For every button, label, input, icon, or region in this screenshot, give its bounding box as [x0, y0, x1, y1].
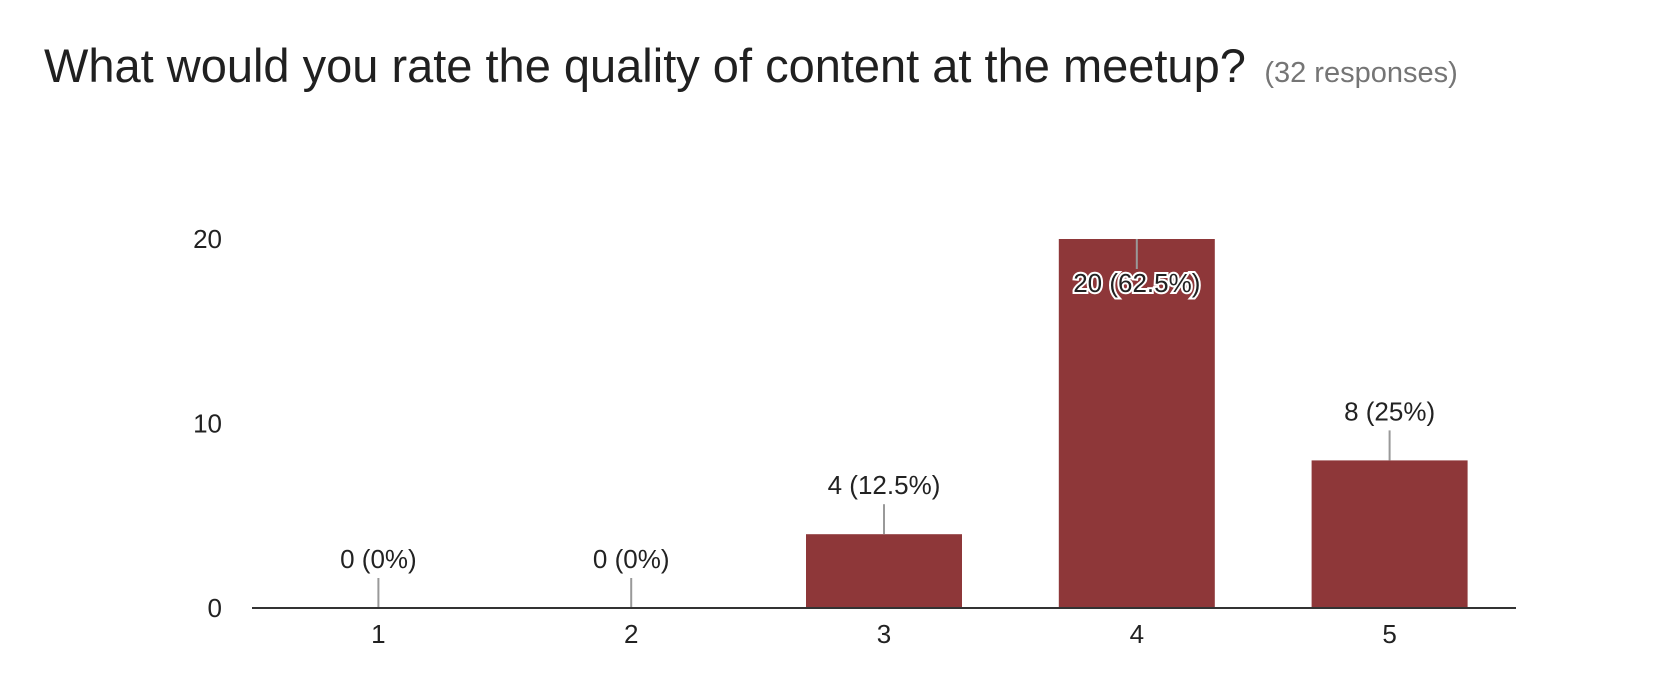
chart-header: What would you rate the quality of conte… — [44, 38, 1458, 93]
data-label: 0 (0%) — [340, 544, 417, 574]
response-count: (32 responses) — [1264, 57, 1458, 89]
data-label: 8 (25%) — [1344, 396, 1435, 426]
data-label: 20 (62.5%) — [1073, 268, 1200, 298]
x-tick-label: 3 — [877, 619, 891, 649]
y-tick-label: 0 — [208, 593, 222, 623]
chart-title: What would you rate the quality of conte… — [44, 39, 1246, 92]
x-tick-label: 1 — [371, 619, 385, 649]
y-tick-label: 20 — [193, 224, 222, 254]
bar — [1311, 460, 1468, 608]
x-tick-label: 5 — [1382, 619, 1396, 649]
x-tick-label: 2 — [624, 619, 638, 649]
x-tick-label: 4 — [1130, 619, 1144, 649]
bar — [1058, 239, 1215, 608]
data-label: 4 (12.5%) — [828, 470, 941, 500]
y-tick-label: 10 — [193, 409, 222, 439]
bar — [806, 534, 962, 608]
data-label: 0 (0%) — [593, 544, 670, 574]
